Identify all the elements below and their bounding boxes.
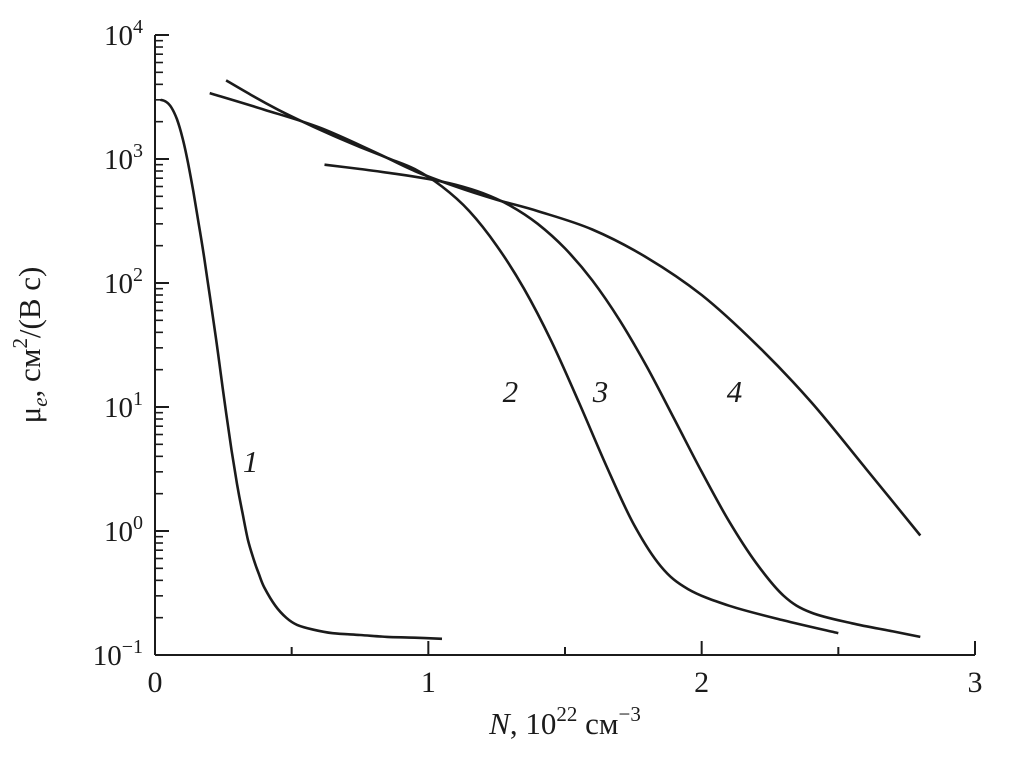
y-tick-label: 10−1 [93,636,143,672]
x-tick-label: 0 [148,666,163,699]
curve-label-1: 1 [243,444,259,479]
y-axis-title: μe, см2/(В с) [8,267,52,424]
series-curve-2 [225,79,839,635]
y-tick-label: 100 [104,512,143,548]
curve-label-3: 3 [592,374,609,409]
y-tick-label: 101 [104,388,143,424]
y-tick-label: 104 [104,16,143,52]
series-curve-4 [209,91,922,537]
y-tick-label: 102 [104,264,143,300]
curve-label-2: 2 [503,374,519,409]
x-tick-label: 1 [421,666,436,699]
curve-label-4: 4 [727,374,743,409]
x-tick-label: 2 [694,666,709,699]
series-curve-1 [160,98,443,641]
x-axis-title: N, 1022 см−3 [488,702,641,741]
y-tick-label: 103 [104,140,143,176]
series-curve-3 [324,163,921,639]
x-tick-label: 3 [968,666,983,699]
